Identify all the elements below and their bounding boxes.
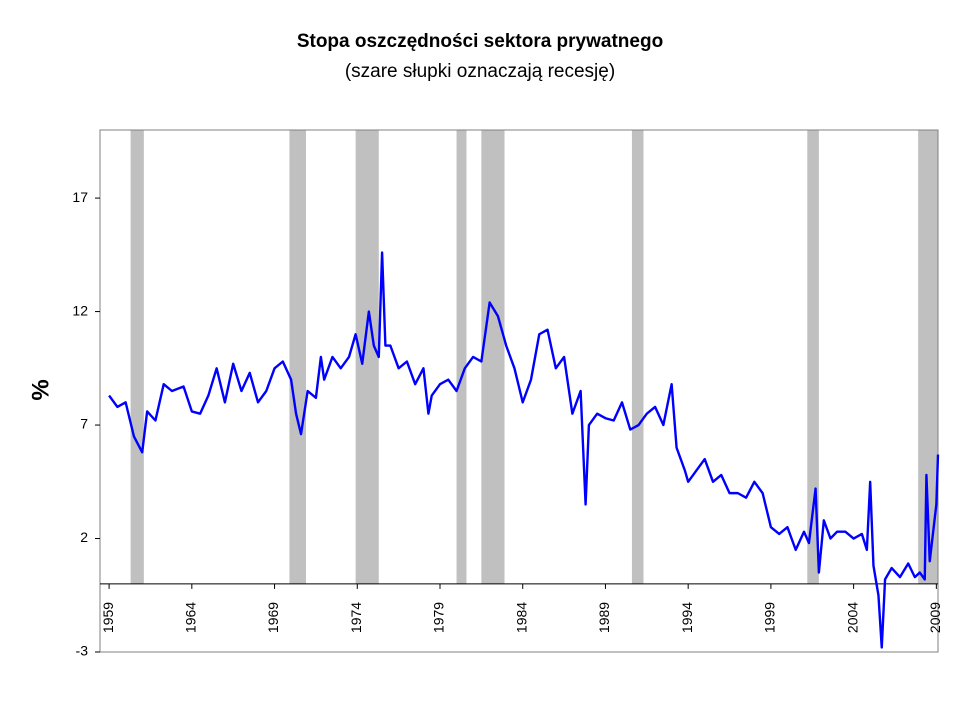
x-tick-label: 1984 — [513, 602, 529, 633]
recession-band — [130, 130, 144, 584]
recession-band — [631, 130, 644, 584]
x-tick-label: 1989 — [596, 602, 612, 633]
y-tick-label: 2 — [80, 529, 88, 545]
x-tick-label: 2009 — [927, 602, 943, 633]
x-tick-label: 1974 — [348, 602, 364, 633]
y-axis-label: % — [27, 379, 54, 400]
x-tick-label: 1979 — [431, 602, 447, 633]
recession-band — [481, 130, 505, 584]
y-tick-label: -3 — [76, 643, 89, 659]
chart-subtitle: (szare słupki oznaczają recesję) — [345, 61, 615, 82]
x-tick-label: 1964 — [183, 602, 199, 633]
chart-title: Stopa oszczędności sektora prywatnego — [297, 31, 663, 52]
recession-band — [289, 130, 306, 584]
y-tick-label: 12 — [72, 302, 88, 318]
plot-frame — [99, 129, 939, 653]
x-tick-label: 1999 — [762, 602, 778, 633]
x-tick-label: 2004 — [844, 602, 860, 633]
x-tick-label: 1994 — [679, 602, 695, 633]
y-tick-label: 7 — [80, 416, 88, 432]
x-tick-label: 1969 — [265, 602, 281, 633]
recession-band — [456, 130, 467, 584]
series-line — [108, 251, 940, 649]
y-tick-label: 17 — [72, 189, 88, 205]
x-tick-label: 1959 — [100, 602, 116, 633]
recession-band — [918, 130, 938, 584]
recession-band — [355, 130, 379, 584]
recession-band — [807, 130, 819, 584]
